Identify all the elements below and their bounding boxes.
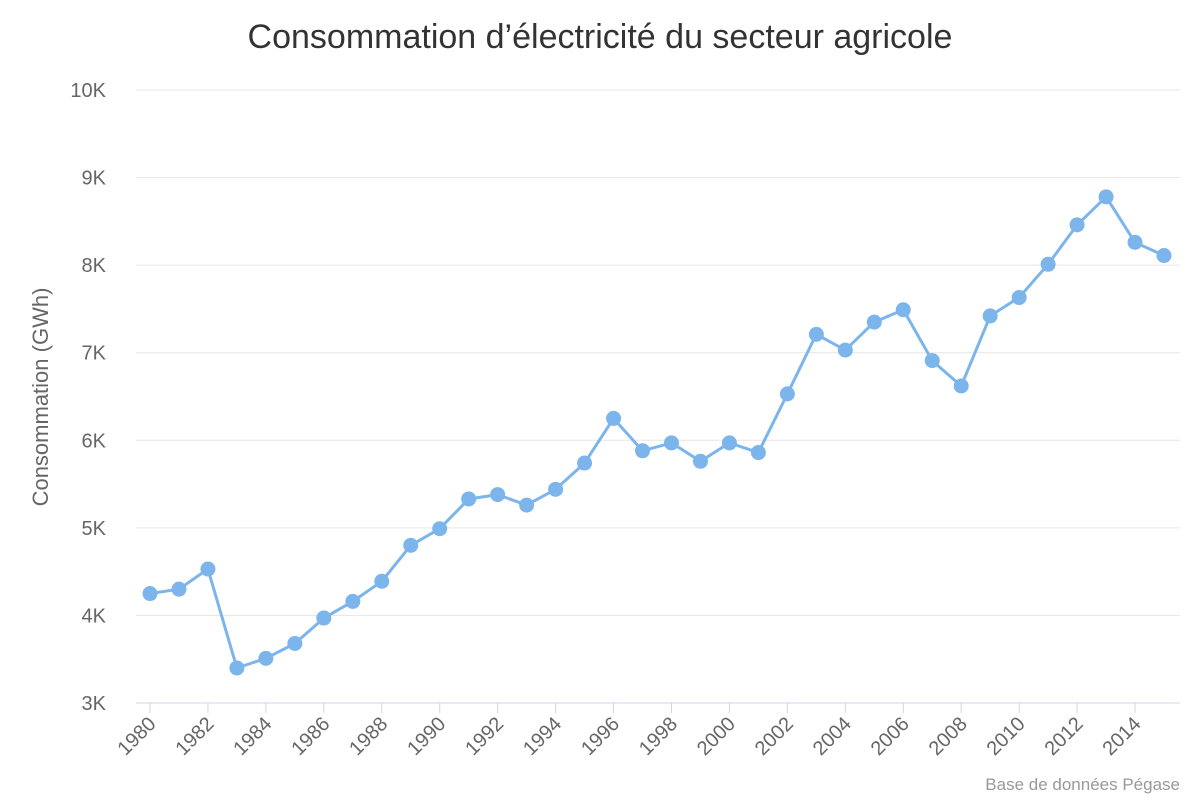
y-tick-label: 7K [82, 343, 107, 365]
data-point[interactable] [721, 435, 737, 451]
y-tick-label: 5K [82, 518, 107, 540]
data-point[interactable] [606, 410, 622, 426]
data-point[interactable] [461, 491, 477, 507]
data-point[interactable] [837, 342, 853, 358]
x-tick-label: 2006 [867, 713, 914, 760]
x-tick-label: 2000 [693, 713, 740, 760]
series-consumption [142, 189, 1172, 676]
data-point[interactable] [1040, 256, 1056, 272]
y-tick-label: 8K [82, 255, 107, 277]
data-point[interactable] [548, 481, 564, 497]
x-axis: 1980 1982 1984 1986 1988 1990 1992 1994 1996 1998… [114, 702, 1180, 760]
data-point[interactable] [779, 386, 795, 402]
data-point[interactable] [663, 435, 679, 451]
data-point[interactable] [403, 537, 419, 553]
x-tick-label: 1984 [229, 713, 276, 760]
y-tick-label: 3K [82, 693, 107, 715]
y-tick-label: 6K [82, 430, 107, 452]
data-point[interactable] [1156, 248, 1172, 264]
data-point[interactable] [692, 453, 708, 469]
data-point[interactable] [258, 650, 274, 666]
data-point[interactable] [895, 302, 911, 318]
x-tick-label: 2010 [983, 713, 1030, 760]
data-point[interactable] [171, 581, 187, 597]
data-point[interactable] [1127, 234, 1143, 250]
data-point[interactable] [287, 635, 303, 651]
x-tick-label: 1986 [287, 713, 334, 760]
data-point[interactable] [490, 487, 506, 503]
x-tick-label: 1980 [114, 713, 161, 760]
data-point[interactable] [229, 660, 245, 676]
x-tick-label: 1994 [519, 713, 566, 760]
data-point[interactable] [866, 314, 882, 330]
data-point[interactable] [953, 378, 969, 394]
y-axis-labels: 3K 4K 5K 6K 7K 8K 9K 10K [70, 80, 106, 715]
data-point[interactable] [432, 521, 448, 537]
data-point[interactable] [982, 308, 998, 324]
data-point[interactable] [200, 561, 216, 577]
x-tick-label: 1990 [403, 713, 450, 760]
x-tick-label: 1988 [345, 713, 392, 760]
x-tick-label: 1996 [577, 713, 624, 760]
data-point[interactable] [1069, 217, 1085, 233]
data-point[interactable] [808, 326, 824, 342]
x-tick-label: 2002 [751, 713, 798, 760]
x-tick-label: 2014 [1099, 713, 1146, 760]
data-point[interactable] [924, 353, 940, 369]
data-point[interactable] [374, 573, 390, 589]
data-point[interactable] [519, 497, 535, 513]
x-tick-label: 2004 [809, 713, 856, 760]
grid-lines [136, 89, 1180, 616]
y-axis-title: Consommation (GWh) [28, 288, 53, 507]
x-tick-label: 2008 [925, 713, 972, 760]
y-tick-label: 4K [82, 605, 107, 627]
y-tick-label: 9K [82, 168, 107, 190]
data-point[interactable] [1011, 290, 1027, 306]
chart-credits: Base de données Pégase [985, 775, 1180, 794]
data-point[interactable] [345, 593, 361, 609]
data-point[interactable] [577, 455, 593, 471]
data-point[interactable] [635, 443, 651, 459]
x-tick-label: 1982 [171, 713, 218, 760]
chart-title: Consommation d’électricité du secteur ag… [248, 18, 953, 56]
x-tick-label: 1992 [461, 713, 508, 760]
data-point[interactable] [142, 586, 158, 602]
data-point[interactable] [316, 610, 332, 626]
data-point[interactable] [1098, 189, 1114, 205]
y-tick-label: 10K [70, 80, 106, 102]
x-tick-label: 1998 [635, 713, 682, 760]
data-point[interactable] [750, 445, 766, 461]
series-line [148, 195, 1166, 670]
x-tick-label: 2012 [1041, 713, 1088, 760]
